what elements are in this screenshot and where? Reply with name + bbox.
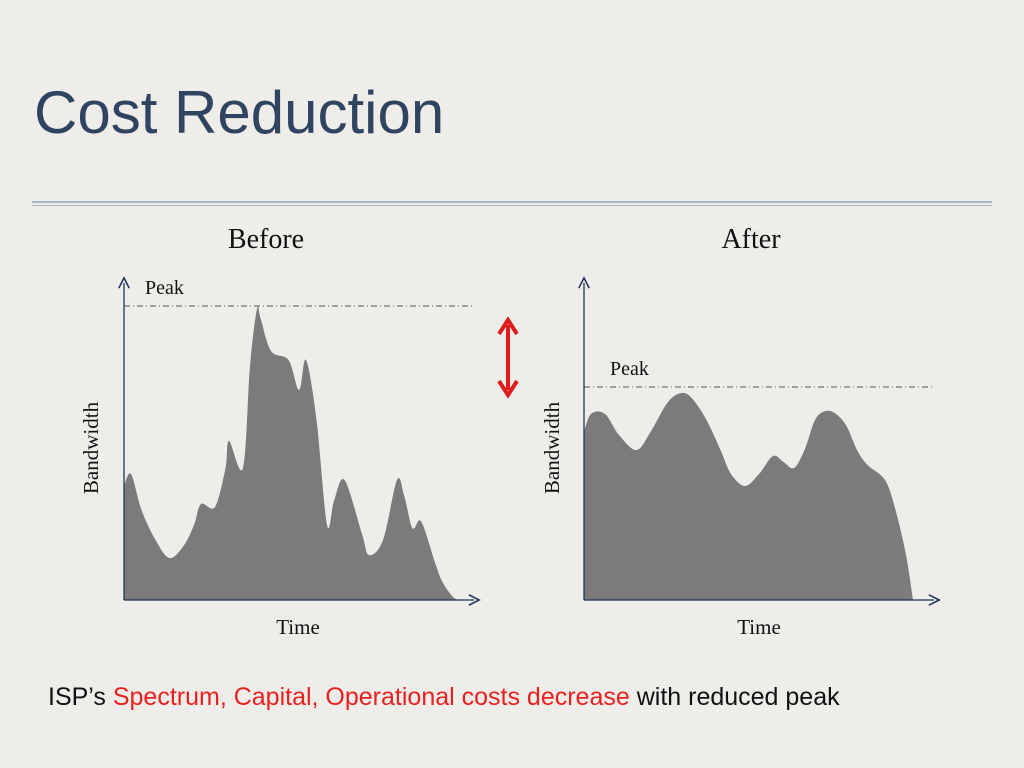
- bandwidth-area: [584, 392, 913, 600]
- y-axis-label: Bandwidth: [540, 401, 564, 494]
- peak-label: Peak: [610, 358, 649, 380]
- caption-suffix: with reduced peak: [629, 683, 840, 711]
- bandwidth-area: [124, 306, 460, 600]
- slide-title: Cost Reduction: [34, 79, 445, 146]
- x-axis-label: Time: [276, 615, 320, 639]
- after-chart: Peak Time Bandwidth: [540, 283, 934, 639]
- caption-highlight: Spectrum, Capital, Operational costs dec…: [112, 683, 630, 711]
- title-divider: [32, 201, 992, 203]
- before-chart: Peak Time Bandwidth: [79, 277, 474, 639]
- title-divider-thin: [32, 205, 992, 206]
- before-chart-title: Before: [227, 224, 305, 255]
- slide-caption: ISP’s Spectrum, Capital, Operational cos…: [48, 682, 948, 712]
- peak-label: Peak: [145, 277, 184, 299]
- x-axis-label: Time: [737, 615, 781, 639]
- caption-prefix: ISP’s: [48, 683, 113, 711]
- peak-reduction-arrow: [497, 316, 519, 399]
- y-axis-label: Bandwidth: [79, 401, 103, 494]
- after-chart-title: After: [721, 224, 781, 255]
